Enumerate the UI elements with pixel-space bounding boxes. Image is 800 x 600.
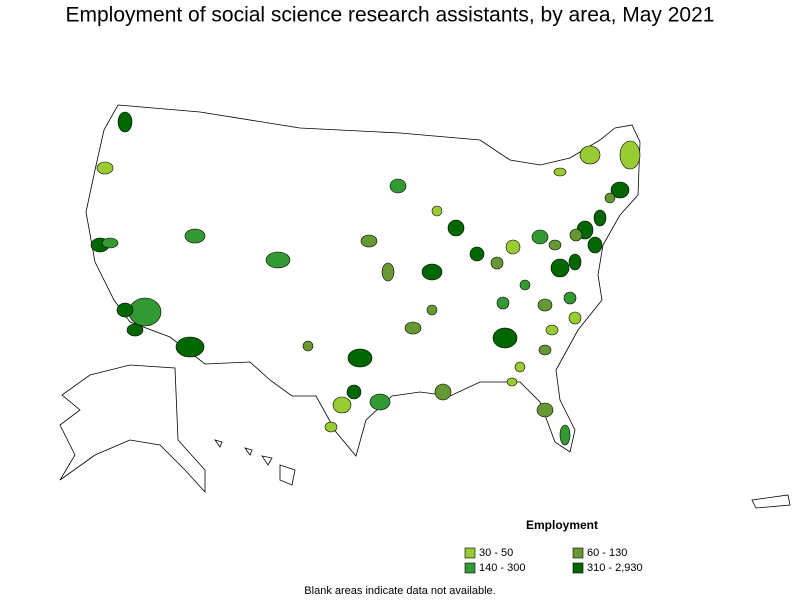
metro-area xyxy=(360,234,378,248)
metro-area xyxy=(184,228,206,244)
metro-area xyxy=(116,302,134,318)
metro-area xyxy=(531,229,549,245)
metro-area xyxy=(550,258,570,278)
legend-swatch xyxy=(464,562,476,574)
legend: 30 - 50 60 - 130 140 - 300 310 - 2,930 xyxy=(464,547,643,574)
metro-area xyxy=(593,209,607,227)
legend-label: 310 - 2,930 xyxy=(587,562,643,574)
metro-area xyxy=(434,383,452,401)
metro-area xyxy=(568,253,582,271)
metro-area xyxy=(496,296,510,310)
metro-area xyxy=(381,262,395,282)
footnote: Blank areas indicate data not available. xyxy=(304,585,495,597)
metro-area xyxy=(490,256,504,270)
metro-area xyxy=(559,424,571,446)
metro-area xyxy=(404,321,422,335)
map-land xyxy=(59,104,791,509)
metro-area xyxy=(346,384,362,400)
legend-swatch xyxy=(464,547,476,559)
metro-area xyxy=(610,181,630,199)
legend-swatch xyxy=(572,562,584,574)
metro-area xyxy=(538,344,552,356)
metro-area xyxy=(265,251,291,269)
metro-area xyxy=(421,263,443,281)
metro-area xyxy=(563,291,577,305)
metro-area xyxy=(447,219,465,237)
metro-area xyxy=(505,239,521,255)
metro-area xyxy=(332,396,352,414)
legend-title: Employment xyxy=(526,518,598,532)
map-areas xyxy=(90,111,641,446)
metro-area xyxy=(506,377,518,387)
map-title: Employment of social science research as… xyxy=(66,4,715,27)
metro-area xyxy=(514,361,526,373)
metro-area xyxy=(579,145,601,165)
metro-area xyxy=(519,279,531,291)
metro-area xyxy=(389,178,407,194)
metro-area xyxy=(302,340,314,352)
puerto-rico xyxy=(751,494,791,509)
metro-area xyxy=(619,140,641,170)
metro-area xyxy=(369,393,391,411)
metro-area xyxy=(548,239,562,251)
metro-area xyxy=(175,336,205,358)
metro-area xyxy=(569,228,583,242)
metro-area xyxy=(101,237,119,249)
legend-label: 60 - 130 xyxy=(587,547,627,559)
metro-area xyxy=(469,246,485,262)
metro-area xyxy=(604,192,616,204)
metro-area xyxy=(126,323,144,337)
legend-swatch xyxy=(572,547,584,559)
metro-area xyxy=(587,236,603,254)
metro-area xyxy=(426,304,438,316)
metro-area xyxy=(536,402,554,418)
metro-area xyxy=(128,297,162,327)
metro-area xyxy=(431,205,443,217)
legend-label: 30 - 50 xyxy=(479,547,513,559)
hawaii xyxy=(214,439,296,486)
metro-area xyxy=(537,298,553,312)
metro-area xyxy=(96,161,114,175)
metro-area xyxy=(117,111,133,133)
legend-label: 140 - 300 xyxy=(479,562,525,574)
metro-area xyxy=(553,167,567,177)
metro-area xyxy=(545,324,559,336)
metro-area xyxy=(347,348,373,368)
alaska xyxy=(59,364,206,494)
metro-area xyxy=(492,327,518,349)
metro-area xyxy=(324,421,338,433)
metro-area xyxy=(568,311,582,325)
